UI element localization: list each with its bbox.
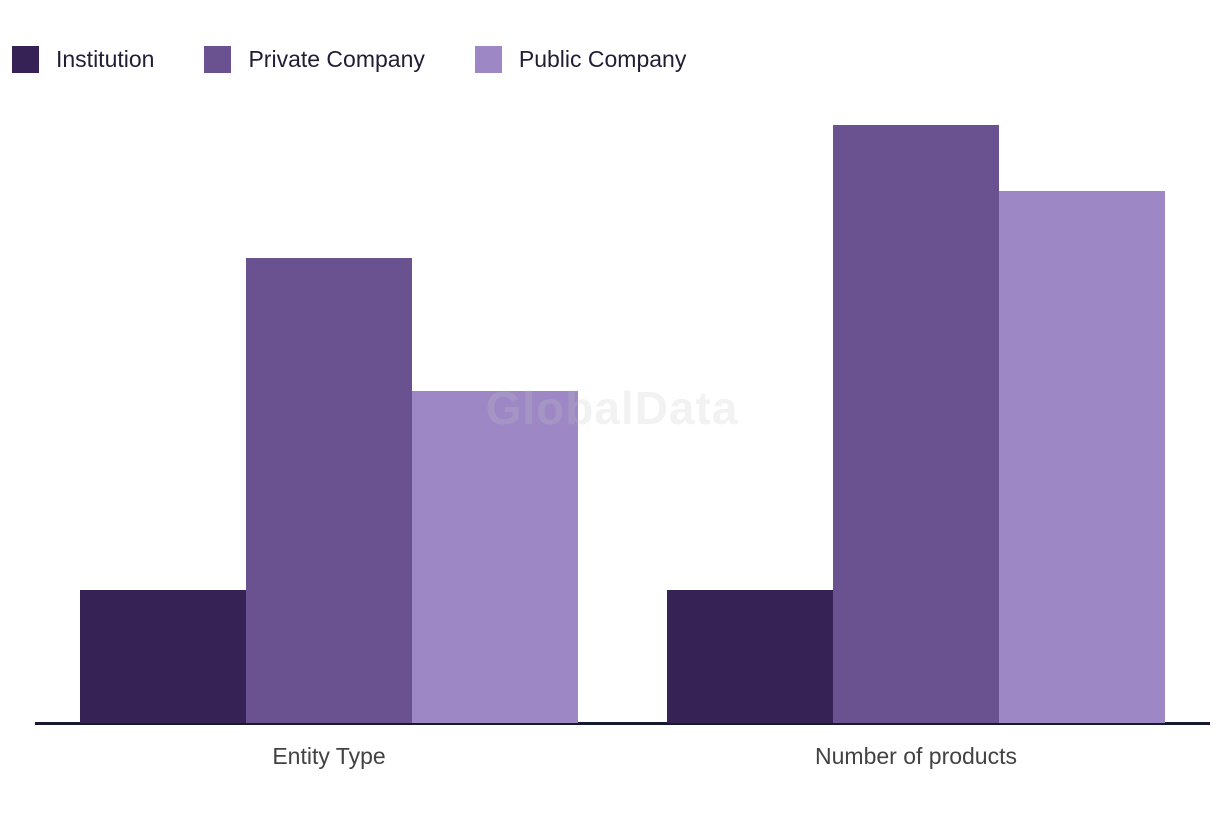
legend: Institution Private Company Public Company — [12, 44, 686, 74]
legend-item-public-company[interactable]: Public Company — [474, 45, 687, 73]
legend-label: Public Company — [518, 45, 687, 72]
legend-label: Private Company — [248, 45, 425, 72]
legend-label: Institution — [56, 45, 155, 72]
bar-public-company — [412, 390, 578, 723]
bar-institution — [80, 590, 246, 723]
x-axis-line — [35, 722, 1210, 725]
category-label: Number of products — [815, 743, 1017, 769]
legend-swatch — [474, 45, 502, 73]
legend-swatch — [12, 45, 39, 73]
legend-item-institution[interactable]: Institution — [12, 45, 155, 73]
bar-public-company — [999, 191, 1165, 723]
bar-private-company — [246, 257, 412, 723]
legend-swatch — [204, 45, 232, 73]
category-label: Entity Type — [272, 743, 386, 769]
legend-item-private-company[interactable]: Private Company — [204, 45, 425, 73]
bar-private-company — [833, 124, 999, 723]
bar-institution — [667, 590, 833, 723]
